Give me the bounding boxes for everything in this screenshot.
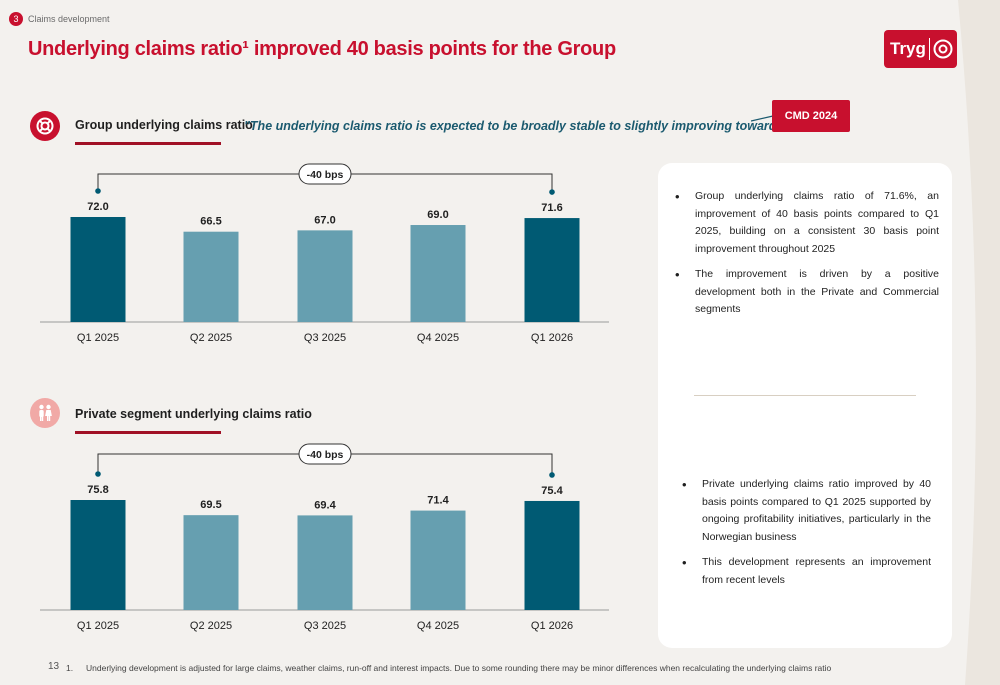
footnote-number: 1. bbox=[66, 663, 74, 673]
tryg-logo: Tryg bbox=[884, 30, 957, 68]
bar bbox=[410, 225, 466, 322]
bar-value-label: 69.5 bbox=[200, 499, 221, 511]
private-title-underline bbox=[75, 431, 221, 434]
panel-divider bbox=[694, 395, 916, 396]
private-bullet: This development represents an improveme… bbox=[682, 554, 931, 589]
bar-value-label: 67.0 bbox=[314, 214, 335, 226]
bar bbox=[524, 218, 580, 322]
annotation-label: -40 bps bbox=[307, 169, 344, 181]
annotation-pill bbox=[298, 443, 352, 465]
category-tick-label: Q1 2025 bbox=[77, 332, 119, 344]
bar bbox=[297, 515, 353, 610]
category-tick-label: Q4 2025 bbox=[417, 620, 459, 632]
lifebuoy-icon bbox=[30, 111, 60, 141]
category-tick-label: Q2 2025 bbox=[190, 332, 232, 344]
outlook-quote: "The underlying claims ratio is expected… bbox=[244, 119, 821, 133]
annotation-dot bbox=[549, 472, 555, 478]
annotation-dot bbox=[549, 189, 555, 195]
bar bbox=[183, 515, 239, 610]
page-number: 13 bbox=[48, 661, 60, 672]
annotation-dot bbox=[95, 188, 101, 194]
bar-value-label: 72.0 bbox=[87, 201, 108, 213]
bar bbox=[70, 500, 126, 610]
family-icon bbox=[30, 398, 60, 428]
bar bbox=[70, 217, 126, 322]
category-tick-label: Q1 2026 bbox=[531, 332, 573, 344]
annotation-pill bbox=[298, 163, 352, 185]
category-tick-label: Q4 2025 bbox=[417, 332, 459, 344]
private-bullet: Private underlying claims ratio improved… bbox=[682, 476, 931, 546]
cmd-connector bbox=[751, 115, 774, 122]
cmd-2024-badge: CMD 2024 bbox=[772, 100, 850, 132]
bar bbox=[410, 510, 466, 610]
bar bbox=[524, 500, 580, 610]
bar-value-label: 71.6 bbox=[541, 202, 562, 214]
group-chart-title: Group underlying claims ratio bbox=[75, 118, 253, 132]
bar-value-label: 75.8 bbox=[87, 484, 108, 496]
group-title-underline bbox=[75, 142, 221, 145]
bar bbox=[297, 230, 353, 322]
group-claims-chart: 72.0 Q1 2025 66.5 Q2 2025 67.0 Q3 2025 69.0 Q4 … bbox=[40, 163, 609, 344]
logo-text: Tryg bbox=[890, 39, 926, 58]
private-chart-title: Private segment underlying claims ratio bbox=[75, 407, 312, 421]
private-claims-chart: 75.8 Q1 2025 69.5 Q2 2025 69.4 Q3 2025 71.4 Q4 … bbox=[40, 443, 609, 632]
bar-value-label: 66.5 bbox=[200, 216, 221, 228]
category-tick-label: Q3 2025 bbox=[304, 620, 346, 632]
bar-value-label: 69.0 bbox=[427, 209, 448, 221]
category-tick-label: Q1 2026 bbox=[531, 620, 573, 632]
private-commentary-list: Private underlying claims ratio improved… bbox=[682, 476, 931, 597]
section-label: Claims development bbox=[28, 14, 110, 24]
annotation-dot bbox=[95, 471, 101, 477]
group-bullet: The improvement is driven by a positive … bbox=[675, 266, 939, 319]
logo-divider bbox=[928, 38, 930, 60]
category-tick-label: Q2 2025 bbox=[190, 620, 232, 632]
annotation-label: -40 bps bbox=[307, 449, 344, 461]
bar-value-label: 75.4 bbox=[541, 485, 563, 497]
group-bullet: Group underlying claims ratio of 71.6%, … bbox=[675, 188, 939, 258]
bar-value-label: 69.4 bbox=[314, 499, 336, 511]
footnote-text: Underlying development is adjusted for l… bbox=[86, 663, 832, 673]
category-tick-label: Q3 2025 bbox=[304, 332, 346, 344]
group-commentary-list: Group underlying claims ratio of 71.6%, … bbox=[675, 188, 939, 327]
bar bbox=[183, 231, 239, 322]
section-number-badge: 3 bbox=[9, 12, 23, 26]
bar-value-label: 71.4 bbox=[427, 495, 449, 507]
page-title: Underlying claims ratio¹ improved 40 bas… bbox=[28, 38, 616, 60]
shield-icon bbox=[933, 39, 953, 59]
category-tick-label: Q1 2025 bbox=[77, 620, 119, 632]
